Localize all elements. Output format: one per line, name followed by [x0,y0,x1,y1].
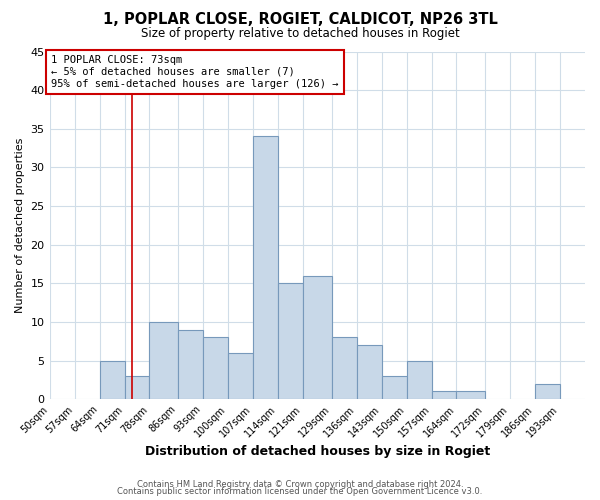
Bar [100,360,125,399]
Text: Contains public sector information licensed under the Open Government Licence v3: Contains public sector information licen… [118,487,482,496]
Bar [149,322,178,399]
Bar [253,136,278,399]
Bar [407,360,431,399]
Bar [228,353,253,399]
Bar [382,376,407,399]
Bar [178,330,203,399]
Y-axis label: Number of detached properties: Number of detached properties [15,138,25,313]
Bar [203,338,228,399]
Bar [431,392,457,399]
Bar [356,345,382,399]
Text: 1, POPLAR CLOSE, ROGIET, CALDICOT, NP26 3TL: 1, POPLAR CLOSE, ROGIET, CALDICOT, NP26 … [103,12,497,28]
Bar [332,338,356,399]
Bar [457,392,485,399]
Text: Size of property relative to detached houses in Rogiet: Size of property relative to detached ho… [140,28,460,40]
Bar [535,384,560,399]
X-axis label: Distribution of detached houses by size in Rogiet: Distribution of detached houses by size … [145,444,490,458]
Text: 1 POPLAR CLOSE: 73sqm
← 5% of detached houses are smaller (7)
95% of semi-detach: 1 POPLAR CLOSE: 73sqm ← 5% of detached h… [52,56,339,88]
Text: Contains HM Land Registry data © Crown copyright and database right 2024.: Contains HM Land Registry data © Crown c… [137,480,463,489]
Bar [303,276,332,399]
Bar [125,376,149,399]
Bar [278,284,303,399]
